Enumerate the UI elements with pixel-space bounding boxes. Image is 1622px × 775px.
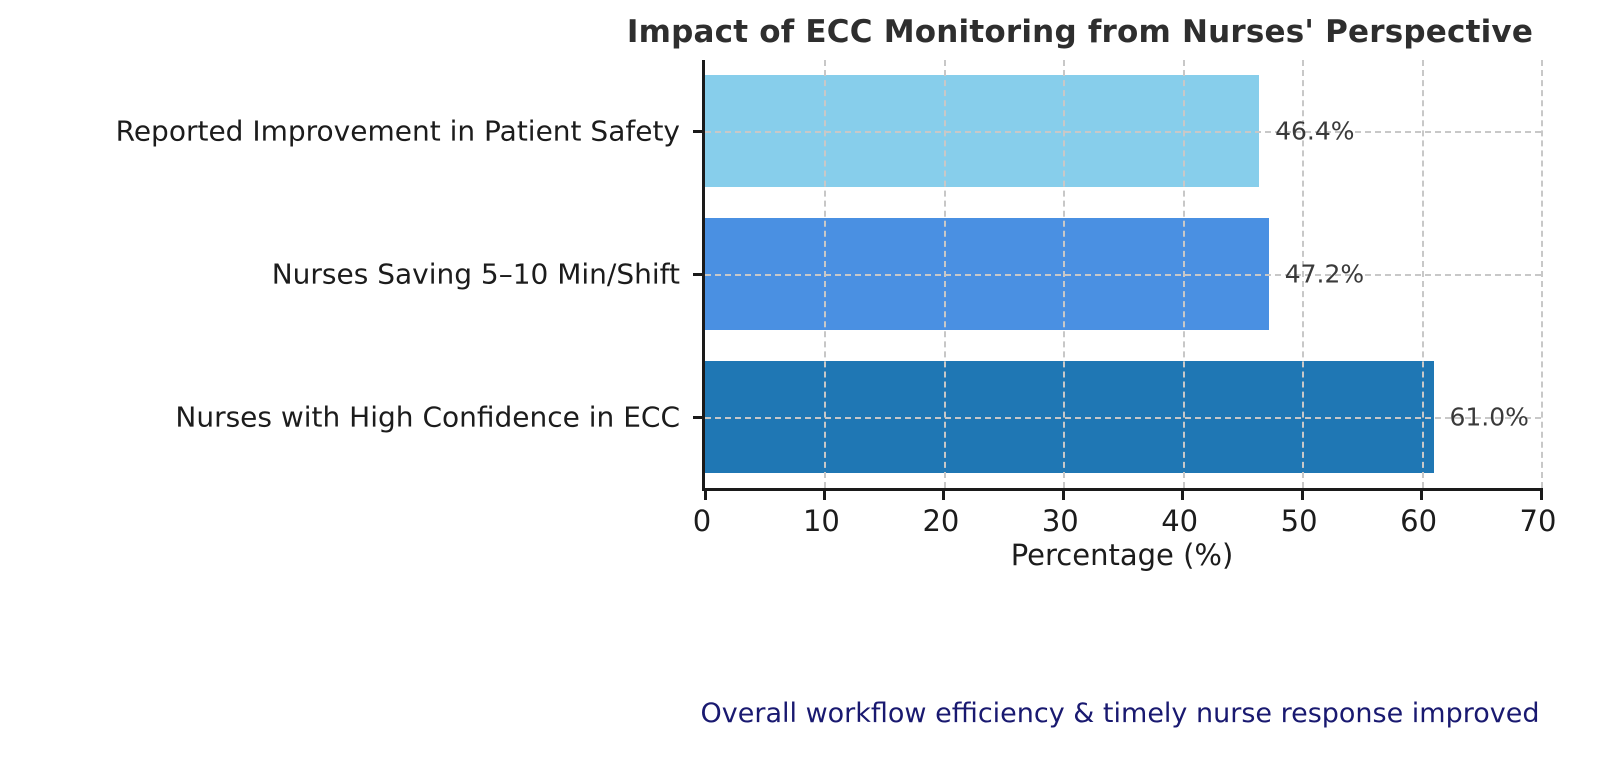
x-tick-mark xyxy=(822,488,826,500)
category-label-3: Nurses with High Confidence in ECC xyxy=(175,400,680,434)
x-tick-label: 70 xyxy=(1519,504,1557,538)
x-tick-label: 20 xyxy=(922,504,960,538)
x-tick-mark xyxy=(1061,488,1065,500)
category-label-1: Reported Improvement in Patient Safety xyxy=(115,114,680,148)
y-tick-mark xyxy=(693,272,705,276)
x-tick-label: 60 xyxy=(1400,504,1438,538)
x-tick-mark xyxy=(703,488,707,500)
x-tick-mark xyxy=(1300,488,1304,500)
category-label-2: Nurses Saving 5–10 Min/Shift xyxy=(271,257,680,291)
plot-area: 46.4% 47.2% 61.0% xyxy=(693,60,1543,500)
bar-value-label: 46.4% xyxy=(1275,116,1355,146)
bar-value-label: 47.2% xyxy=(1284,259,1365,289)
x-tick-label: 10 xyxy=(802,504,840,538)
x-tick-label: 0 xyxy=(692,504,712,538)
horizontal-gridline xyxy=(705,417,1541,419)
vertical-gridline xyxy=(1541,60,1543,488)
x-tick-label: 30 xyxy=(1041,504,1079,538)
horizontal-gridline xyxy=(705,274,1541,276)
chart-title: Impact of ECC Monitoring from Nurses' Pe… xyxy=(626,14,1534,50)
y-tick-mark xyxy=(693,415,705,419)
horizontal-gridline xyxy=(705,131,1541,133)
x-tick-label: 40 xyxy=(1161,504,1199,538)
x-tick-mark xyxy=(1181,488,1185,500)
x-tick-mark xyxy=(1539,488,1543,500)
y-tick-mark xyxy=(693,129,705,133)
chart-annotation: Overall workflow efficiency & timely nur… xyxy=(700,698,1540,729)
bar-value-label: 61.0% xyxy=(1449,402,1529,432)
x-tick-label: 50 xyxy=(1280,504,1318,538)
x-tick-mark xyxy=(1420,488,1424,500)
x-tick-mark xyxy=(942,488,946,500)
x-axis-label: Percentage (%) xyxy=(1010,538,1234,572)
